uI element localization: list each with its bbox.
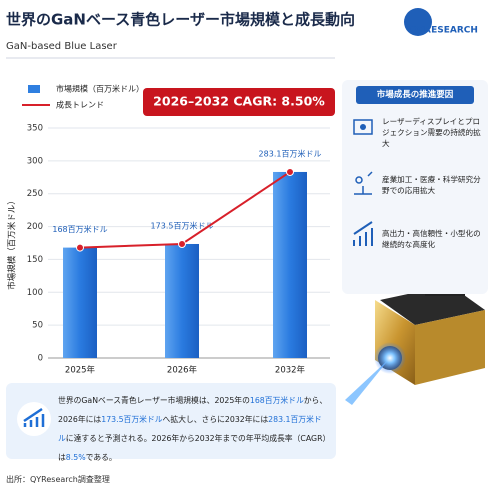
drivers-panel: 市場成長の推進要因 レーザーディスプレイとプロジェクション需要の持続的拡大 産業… (342, 80, 488, 294)
summary: 世界のGaNベース青色レーザー市場規模は、2025年の168百万米ドルから、20… (58, 391, 328, 467)
trend-point (286, 167, 294, 176)
driver-item: 産業加工・医療・科学研究分野での応用拡大 (382, 175, 481, 195)
title: 世界のGaNベース青色レーザー市場規模と成長動向 (6, 11, 355, 29)
legend-label: 市場規模（百万米ドル） (56, 84, 144, 94)
drivers-title: 市場成長の推進要因 (356, 86, 474, 104)
y-tick-label: 200 (27, 222, 43, 232)
data-label: 283.1百万米ドル (259, 148, 322, 158)
summary-text: から、2026年には (58, 396, 328, 424)
x-tick-label: 2026年 (167, 365, 198, 376)
x-tick-label: 2025年 (65, 365, 96, 376)
legend-swatch (28, 85, 40, 93)
y-tick-label: 100 (27, 288, 43, 298)
y-tick-label: 150 (27, 255, 43, 265)
summary-highlight: 8.5% (65, 453, 86, 462)
summary-box: 世界のGaNベース青色レーザー市場規模は、2025年の168百万米ドルから、20… (6, 383, 336, 462)
legend-label: 成長トレンド (56, 100, 104, 110)
cagr-banner (143, 88, 335, 116)
summary-text: に達すると予測される。2026年から2032年までの年平均成長率（CAGR）は (58, 434, 327, 462)
y-tick-label: 50 (32, 321, 43, 331)
driver-item: 高出力・高信頼性・小型化の継続的な高度化 (382, 229, 481, 249)
source: 出所：QYResearch調査整理 (6, 475, 110, 484)
trend-point (178, 239, 186, 248)
summary-highlight: 173.5百万米ドル (101, 415, 163, 424)
y-tick-label: 300 (27, 156, 43, 166)
driver-item: レーザーディスプレイとプロジェクション需要の持続的拡大 (382, 117, 481, 148)
logo: QYRESEARCH (410, 26, 478, 36)
data-label: 173.5百万米ドル (151, 220, 214, 230)
summary-icon (17, 402, 51, 436)
summary-text: である。 (85, 453, 117, 462)
cagr: 2026–2032 CAGR: 8.50% (153, 94, 325, 109)
summary-text: へ拡大し、さらに2032年には (162, 415, 269, 424)
y-axis-label: 市場規模（百万米ドル） (7, 196, 18, 290)
summary-highlight: 168百万米ドル (249, 396, 304, 405)
bar (63, 247, 97, 358)
y-tick-label: 0 (38, 354, 43, 364)
summary-text: 世界のGaNベース青色レーザー市場規模は、2025年の (58, 396, 250, 405)
x-tick-label: 2032年 (275, 365, 306, 376)
y-tick-label: 250 (27, 189, 43, 199)
logo-mark (404, 8, 432, 36)
bar (165, 243, 199, 358)
driver-icons (353, 119, 373, 246)
summary-highlight: 283.1百万米ドル (58, 415, 322, 443)
trend-line (79, 171, 291, 249)
bar (273, 171, 307, 358)
subtitle: GaN-based Blue Laser (6, 41, 118, 52)
trend-point (76, 243, 84, 252)
y-tick-label: 350 (27, 124, 43, 134)
data-label: 168百万米ドル (52, 224, 107, 234)
